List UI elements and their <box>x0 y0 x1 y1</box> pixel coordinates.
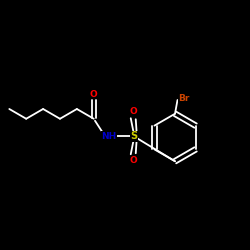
Text: O: O <box>130 107 138 116</box>
Text: Br: Br <box>178 94 190 103</box>
Text: NH: NH <box>101 132 116 141</box>
Text: O: O <box>90 90 98 99</box>
Text: O: O <box>130 156 138 165</box>
Text: S: S <box>130 131 137 141</box>
